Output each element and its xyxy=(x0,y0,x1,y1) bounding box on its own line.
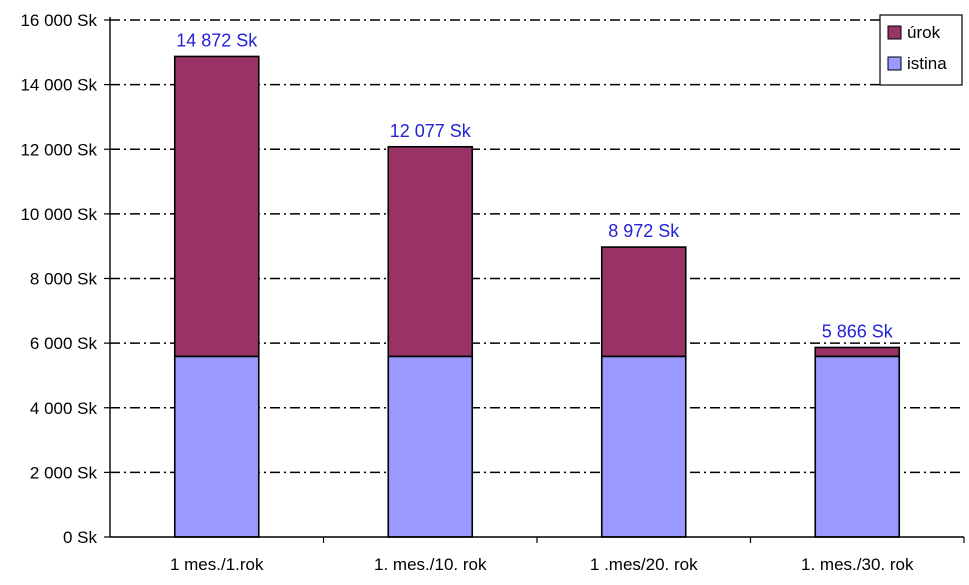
x-tick-label: 1. mes./10. rok xyxy=(374,555,487,574)
y-tick-label: 0 Sk xyxy=(63,528,98,547)
legend-swatch xyxy=(887,56,902,71)
bar-segment-rok xyxy=(387,145,474,358)
y-tick-label: 16 000 Sk xyxy=(20,11,97,30)
x-tick-label: 1 .mes/20. rok xyxy=(590,555,698,574)
y-tick-label: 2 000 Sk xyxy=(30,463,98,482)
x-tick-label: 1. mes./30. rok xyxy=(801,555,914,574)
bar-segment-istina xyxy=(173,355,260,538)
y-tick-label: 6 000 Sk xyxy=(30,334,98,353)
bar-segment-istina xyxy=(600,355,687,538)
bar-segment-rok xyxy=(814,346,901,358)
axes xyxy=(104,17,965,543)
bar-segment-istina xyxy=(387,355,474,538)
y-tick-labels: 0 Sk 2 000 Sk 4 000 Sk 6 000 Sk 8 000 Sk 10 0… xyxy=(20,11,97,547)
x-tick-labels: 1 mes./1.rok 1. mes./10. rok 1 .mes/20. ro… xyxy=(170,555,914,574)
bars xyxy=(173,55,901,538)
bar-segment-rok xyxy=(600,246,687,358)
legend-label: úrok xyxy=(907,23,941,42)
x-tick-label: 1 mes./1.rok xyxy=(170,555,264,574)
total-label: 14 872 Sk xyxy=(176,30,258,50)
legend-label: istina xyxy=(907,54,947,73)
y-tick-label: 12 000 Sk xyxy=(20,140,97,159)
y-tick-label: 10 000 Sk xyxy=(20,205,97,224)
total-labels: 14 872 Sk 12 077 Sk 8 972 Sk 5 866 Sk xyxy=(176,30,894,341)
total-label: 12 077 Sk xyxy=(390,121,472,141)
total-label: 5 866 Sk xyxy=(822,321,894,341)
bar-segment-istina xyxy=(814,355,901,538)
y-tick-label: 8 000 Sk xyxy=(30,270,98,289)
legend: úrok istina xyxy=(879,14,963,86)
y-tick-label: 4 000 Sk xyxy=(30,399,98,418)
y-tick-label: 14 000 Sk xyxy=(20,76,97,95)
bar-segment-rok xyxy=(173,55,260,358)
legend-swatch xyxy=(887,25,902,40)
total-label: 8 972 Sk xyxy=(608,221,680,241)
